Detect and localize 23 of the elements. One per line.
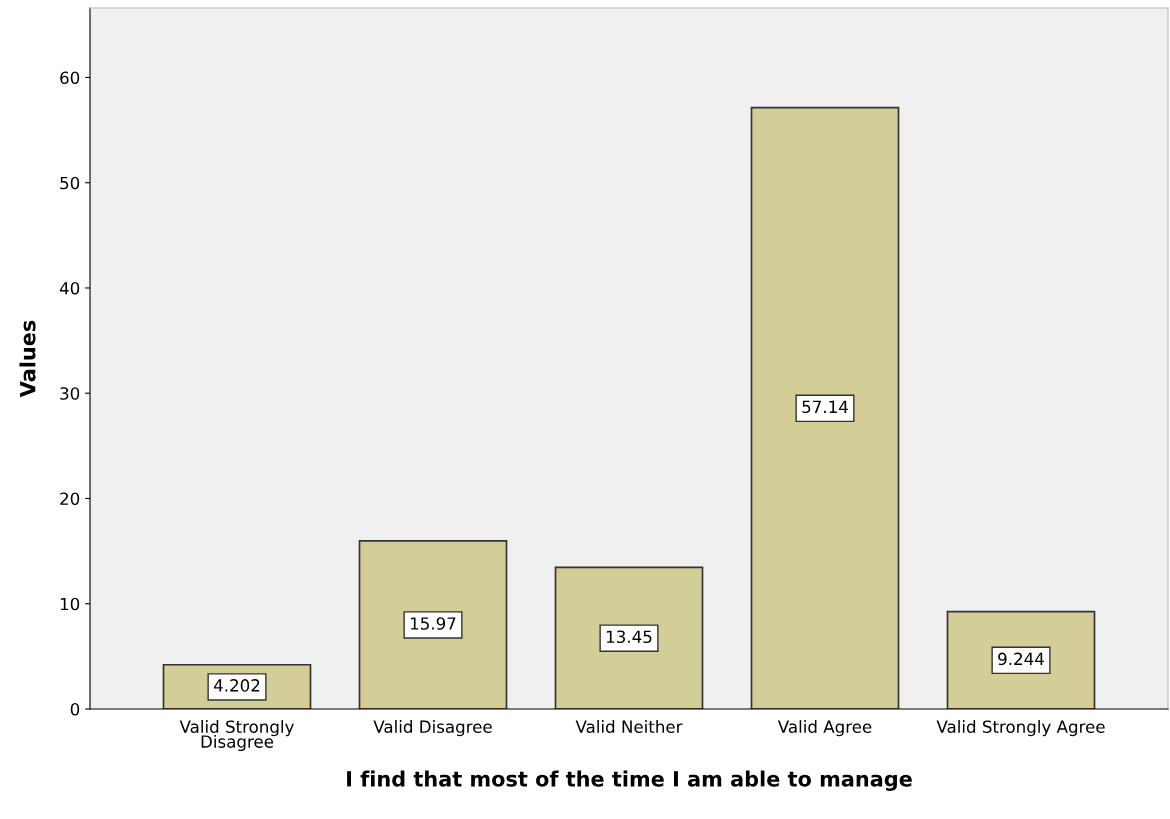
bar <box>946 610 1096 709</box>
x-tick-label: Valid Disagree <box>373 720 492 737</box>
bar <box>358 540 508 709</box>
y-tick-label: 30 <box>60 387 80 400</box>
y-axis-title: Values <box>19 320 36 398</box>
x-axis-title: I find that most of the time I am able to manage <box>347 770 912 791</box>
data-label: 57.14 <box>802 400 848 414</box>
y-tick-label: 50 <box>60 176 80 190</box>
data-label: 15.97 <box>410 617 456 630</box>
y-tick-label: 60 <box>60 71 80 85</box>
y-tick-label: 20 <box>60 492 80 506</box>
bar <box>554 566 704 709</box>
data-label: 13.45 <box>606 630 652 644</box>
bar <box>750 106 900 709</box>
data-label: 9.244 <box>998 652 1044 666</box>
x-tick-label: Valid Strongly Agree <box>936 720 1105 737</box>
y-tick-label: 0 <box>70 702 80 716</box>
x-tick-label: Valid Agree <box>777 720 872 737</box>
y-tick-label: 10 <box>60 597 80 611</box>
data-label: 4.202 <box>213 679 260 692</box>
x-tick-label: Valid Neither <box>575 720 683 734</box>
y-tick-label: 40 <box>59 281 80 295</box>
x-tick-label: Valid Strongly Disagree <box>179 720 294 752</box>
